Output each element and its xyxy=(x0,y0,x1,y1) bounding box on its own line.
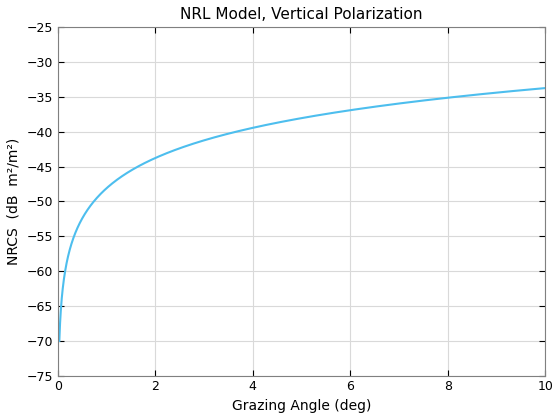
Title: NRL Model, Vertical Polarization: NRL Model, Vertical Polarization xyxy=(180,7,423,22)
Y-axis label: NRCS  (dB  m²/m²): NRCS (dB m²/m²) xyxy=(7,138,21,265)
X-axis label: Grazing Angle (deg): Grazing Angle (deg) xyxy=(232,399,371,413)
